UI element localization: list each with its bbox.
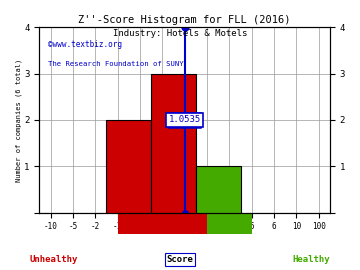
- Bar: [207, 213, 252, 234]
- Text: Healthy: Healthy: [293, 255, 330, 264]
- Bar: [196, 166, 240, 213]
- Text: ©www.textbiz.org: ©www.textbiz.org: [48, 40, 122, 49]
- Text: Unhealthy: Unhealthy: [30, 255, 78, 264]
- Y-axis label: Number of companies (6 total): Number of companies (6 total): [15, 58, 22, 181]
- Bar: [118, 213, 207, 234]
- Text: 1.0535: 1.0535: [168, 116, 201, 124]
- Text: The Research Foundation of SUNY: The Research Foundation of SUNY: [48, 60, 184, 67]
- Bar: [151, 73, 196, 213]
- Text: Score: Score: [167, 255, 193, 264]
- Title: Z''-Score Histogram for FLL (2016): Z''-Score Histogram for FLL (2016): [78, 15, 291, 25]
- Text: Industry: Hotels & Motels: Industry: Hotels & Motels: [113, 29, 247, 38]
- Bar: [107, 120, 151, 213]
